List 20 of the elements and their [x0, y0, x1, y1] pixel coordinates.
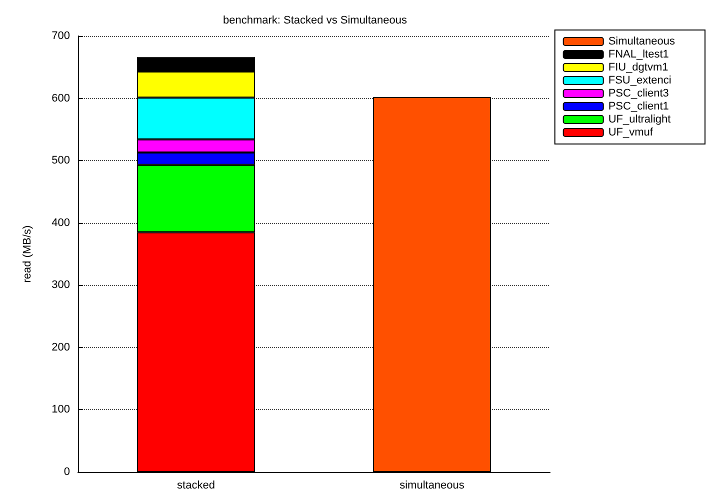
- y-tick-label: 200: [52, 341, 70, 354]
- legend-label: FNAL_ltest1: [608, 48, 669, 60]
- y-axis-title: read (MB/s): [22, 225, 34, 283]
- y-tick-label: 600: [52, 92, 70, 104]
- y-tick-label: 500: [52, 154, 70, 167]
- x-tick-label: simultaneous: [400, 480, 465, 492]
- y-tick-label: 0: [64, 466, 70, 478]
- x-tick-label: stacked: [177, 480, 215, 492]
- legend-label: PSC_client1: [608, 100, 669, 112]
- y-tick-label: 300: [52, 279, 70, 292]
- legend-label: Simultaneous: [608, 36, 676, 48]
- legend-label: UF_ultralight: [608, 114, 671, 126]
- y-tick-label: 400: [52, 216, 70, 229]
- legend-label: PSC_client3: [608, 88, 669, 100]
- legend-label: FSU_extenci: [608, 74, 672, 86]
- legend-label: UF_vmuf: [608, 126, 654, 138]
- y-tick-label: 700: [52, 30, 70, 42]
- y-tick-label: 100: [52, 404, 70, 416]
- chart-title: benchmark: Stacked vs Simultaneous: [222, 14, 408, 26]
- legend-label: FIU_dgtvm1: [608, 62, 668, 74]
